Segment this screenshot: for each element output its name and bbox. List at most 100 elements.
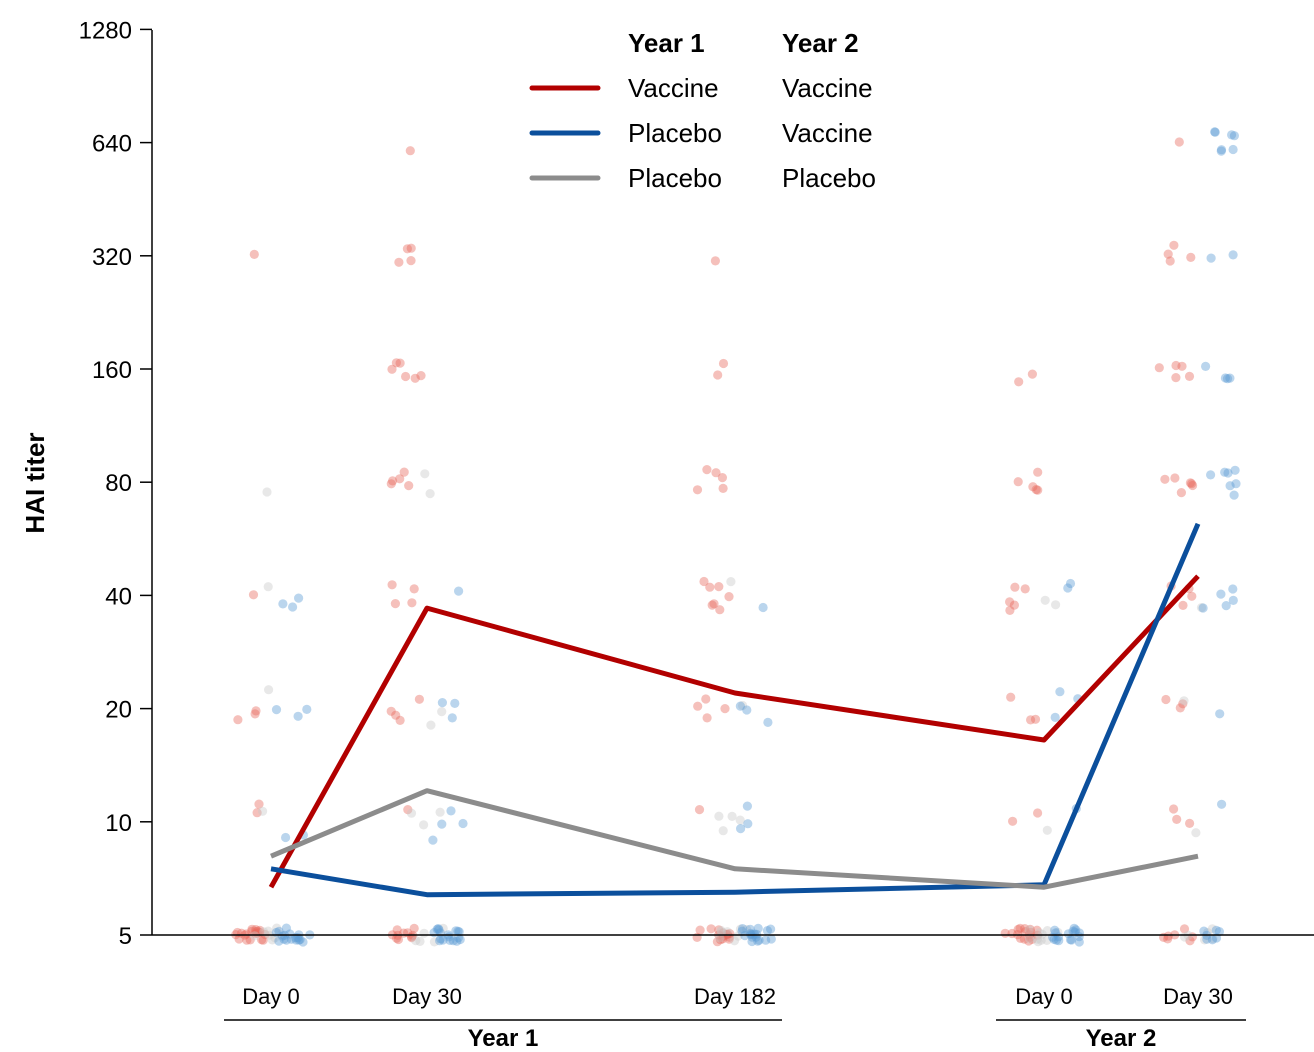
data-point [425,489,435,499]
data-point [1228,595,1238,606]
y-tick-label: 80 [105,470,132,497]
data-point [1188,480,1198,491]
legend-header-year2: Year 2 [782,28,859,58]
data-point [271,705,282,715]
data-point [735,701,746,711]
data-point [1177,361,1187,371]
data-point [713,370,723,380]
data-point [715,605,725,615]
data-point [401,371,411,382]
data-point [1206,253,1216,263]
data-point [438,923,448,934]
data-point [391,710,401,720]
data-point [1067,935,1077,945]
data-point [699,576,709,587]
data-point [1222,374,1233,384]
data-point [1211,925,1221,935]
data-point [1163,249,1173,259]
data-point [1171,360,1181,371]
data-point [762,926,773,936]
data-point [399,467,409,477]
data-point [1187,591,1197,601]
data-point [1163,931,1173,941]
data-point [435,936,445,946]
data-point [1198,603,1208,613]
data-point [1006,692,1016,702]
data-point [409,923,419,934]
data-point [410,373,420,383]
data-point [714,582,724,592]
data-point [435,807,445,817]
data-point [1187,479,1197,489]
data-point [1172,814,1182,825]
data-point [247,926,257,936]
series-lines [268,522,1201,898]
data-point [1009,600,1020,610]
data-point [1216,589,1226,599]
data-point [250,709,260,719]
data-point [291,935,301,945]
data-point [1054,936,1064,946]
y-tick-label: 160 [92,357,132,384]
data-point [1185,818,1195,829]
data-point [1030,714,1041,724]
y-tick-label: 5 [119,923,132,950]
data-point [453,926,463,936]
data-point [718,483,728,493]
data-point [444,932,454,942]
data-point [255,925,265,936]
data-point [1220,467,1230,477]
data-point [405,146,415,156]
data-point [702,713,712,723]
data-point [278,599,288,609]
data-point [1042,825,1052,835]
data-point [692,485,703,495]
data-point [1027,369,1037,379]
group-label-year2: Year 2 [1086,1025,1157,1052]
data-point [1225,373,1235,383]
data-point [386,706,396,716]
data-point [406,256,416,266]
y-tick-label: 20 [105,697,132,724]
data-point [1036,935,1046,945]
data-point [1154,363,1164,373]
data-point [1068,926,1078,936]
data-point [709,599,719,609]
data-point [448,936,458,946]
data-point [1231,479,1241,489]
data-point [1210,127,1220,137]
legend: Year 1 Year 2 Vaccine Vaccine Placebo Va… [529,28,876,193]
data-point [1033,808,1043,818]
data-point [446,806,456,816]
data-point [281,832,291,843]
data-point [754,935,764,945]
data-point [1160,474,1170,484]
data-point [766,924,776,934]
data-point [233,715,243,725]
data-point [722,929,733,939]
data-point [250,931,260,941]
data-point [1074,937,1084,947]
data-point [288,602,298,612]
legend-entry-3-year1: Placebo [628,163,722,193]
data-point [395,474,405,484]
group-label-year1: Year 1 [468,1025,539,1052]
y-tick-label: 320 [92,244,132,271]
data-point [1199,926,1209,936]
data-point [419,928,429,938]
data-point [434,925,444,935]
data-point [411,936,421,946]
data-point [279,934,289,944]
data-point [272,923,282,933]
data-point [1180,932,1190,942]
data-point [1228,144,1238,155]
x-tick-label: Day 30 [1163,984,1233,1009]
data-point [454,586,464,596]
data-point [763,717,773,728]
data-point [715,935,726,945]
data-point [1020,927,1030,937]
data-point [277,931,288,941]
data-point [714,925,724,935]
data-point [1071,925,1081,935]
data-point [736,824,746,834]
